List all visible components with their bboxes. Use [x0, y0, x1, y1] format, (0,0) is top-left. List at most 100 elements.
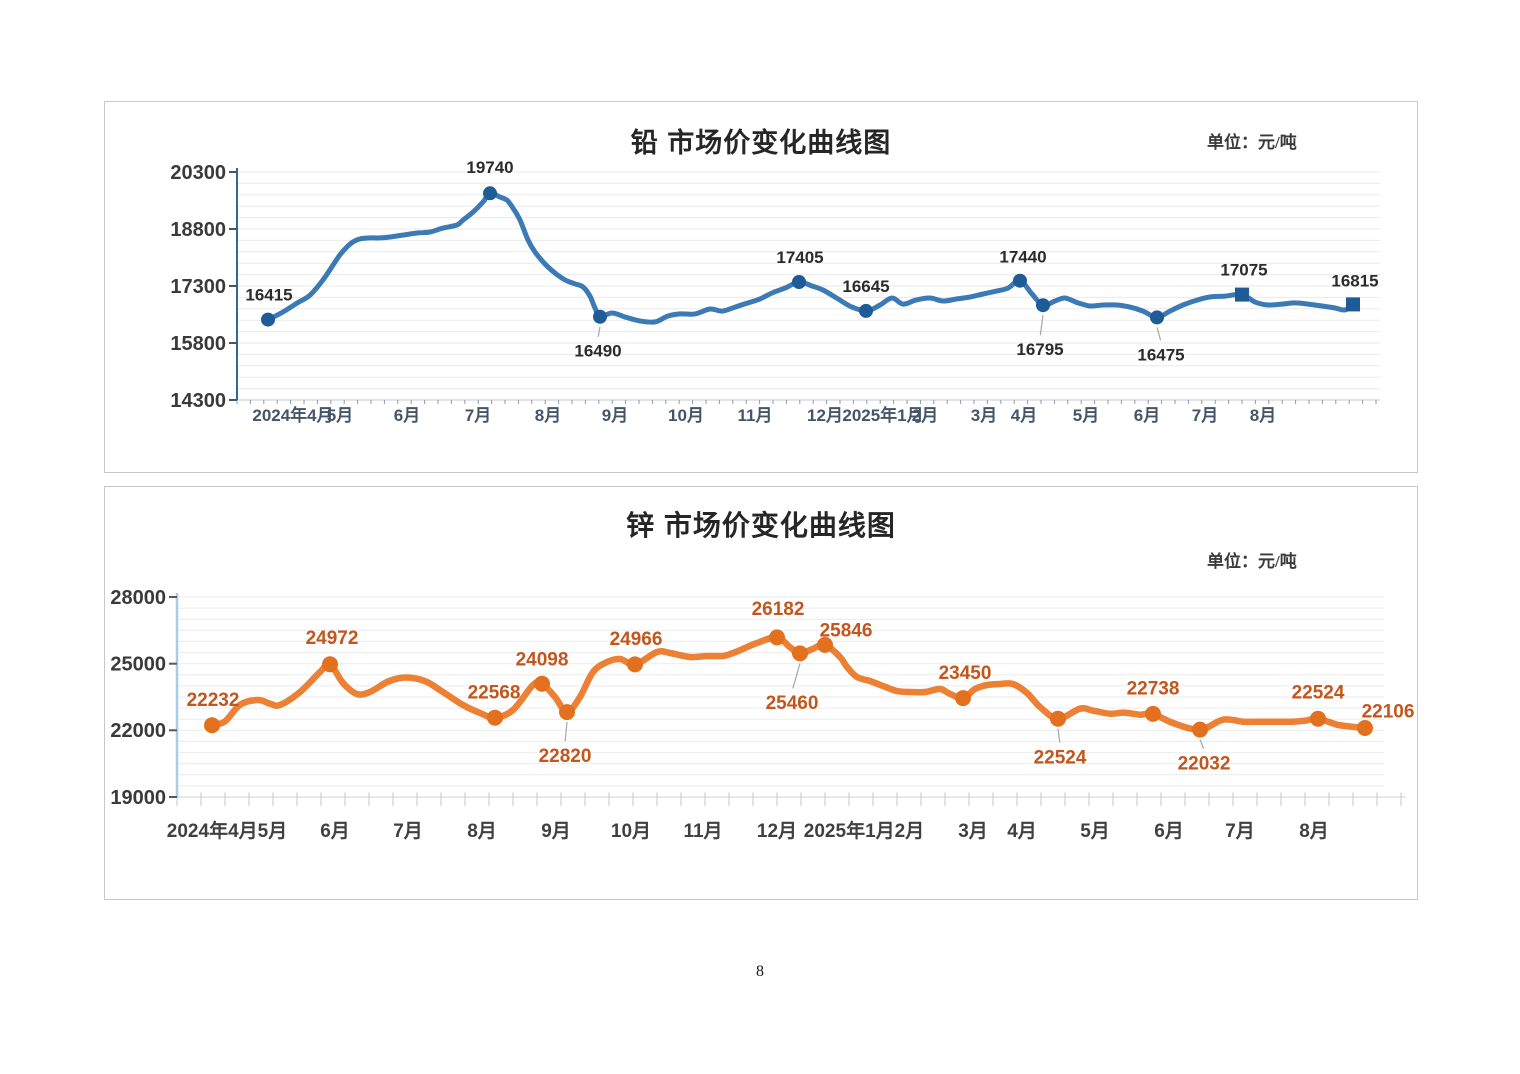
x-tick-label: 2024年4月5月: [167, 819, 287, 842]
data-point-marker: [1036, 298, 1050, 313]
x-tick-label: 2025年1月2月: [804, 819, 924, 842]
x-tick-label: 9月: [541, 821, 571, 842]
data-point-marker: [792, 645, 808, 662]
x-tick-label: 11月: [738, 406, 773, 425]
x-tick-label: 2025年1月: [842, 405, 923, 425]
x-tick-label: 8月: [1250, 406, 1276, 425]
data-point-label: 23450: [939, 663, 992, 684]
lead-chart-panel: 20300 18800 17300 15800 14300 2024年4月 5月 6月 7月 8月…: [104, 101, 1418, 473]
data-point-marker: [1192, 721, 1208, 738]
x-tick-label: 6月: [1154, 821, 1184, 842]
label-leader-line: [1156, 327, 1162, 341]
x-tick-label: 7月: [465, 406, 491, 425]
data-point-label: 22738: [1127, 679, 1180, 700]
x-tick-label: 8月: [535, 406, 561, 425]
x-tick-label: 12月: [757, 821, 797, 842]
data-point-marker: [559, 704, 575, 721]
x-tick-label: 4月: [1011, 406, 1037, 425]
y-tick-label: 20300: [170, 162, 226, 184]
x-tick-label: 5月: [1080, 821, 1110, 842]
data-point-marker: [792, 275, 806, 289]
x-tick-label: 6月: [394, 406, 420, 425]
data-point-marker: [1357, 720, 1373, 736]
data-point-marker: [1346, 297, 1360, 312]
data-point-label: 19740: [466, 158, 513, 177]
data-point-label: 26182: [752, 599, 805, 620]
data-point-label: 25460: [766, 693, 819, 714]
data-point-label: 17440: [999, 248, 1046, 267]
data-point-marker: [955, 690, 971, 707]
x-tick-label: 9月: [602, 406, 628, 425]
data-point-label: 22524: [1292, 682, 1345, 703]
data-point-marker: [204, 717, 220, 734]
y-tick-label: 17300: [170, 276, 226, 298]
x-tick-label: 3月: [971, 406, 997, 425]
x-tick-label: 11月: [683, 821, 722, 842]
y-tick-label: 15800: [170, 333, 226, 355]
data-point-label: 22568: [468, 682, 521, 703]
data-point-marker: [261, 312, 275, 327]
x-tick-label: 10月: [668, 406, 704, 425]
x-tick-label: 7月: [393, 821, 423, 842]
data-point-label: 16795: [1016, 340, 1063, 359]
y-tick-label: 18800: [170, 219, 226, 241]
y-tick-label: 25000: [110, 654, 166, 676]
data-point-label: 24098: [516, 649, 569, 670]
data-point-marker: [817, 636, 833, 653]
series-line: [208, 634, 1369, 733]
x-tick-label: 3月: [958, 821, 988, 842]
y-tick-label: 19000: [110, 787, 166, 809]
data-point-marker: [487, 709, 503, 726]
data-point-marker: [534, 675, 550, 692]
data-point-label: 22232: [187, 690, 240, 711]
label-leader-line: [564, 722, 568, 742]
label-leader-line: [1057, 728, 1061, 743]
data-point-marker: [483, 186, 497, 201]
x-tick-label: 7月: [1225, 821, 1255, 842]
data-point-marker: [859, 303, 873, 318]
data-point-label: 16490: [574, 342, 621, 361]
data-point-label: 16645: [842, 277, 889, 296]
zinc-chart-panel: 28000 25000 22000 19000 2024年4月5月 6月 7月 8月 9月 10月…: [104, 486, 1418, 900]
data-point-label: 22524: [1034, 747, 1087, 768]
label-leader-line: [792, 663, 801, 689]
lead-unit-label: 单位：元/吨: [1207, 133, 1297, 152]
data-point-marker: [1013, 273, 1027, 288]
series-line: [265, 190, 1356, 325]
x-tick-label: 6月: [1134, 406, 1160, 425]
label-leader-line: [1199, 739, 1205, 749]
data-point-marker: [627, 656, 643, 673]
x-tick-label: 5月: [327, 406, 353, 425]
data-point-label: 24972: [306, 628, 359, 649]
data-point-marker: [1145, 705, 1161, 722]
x-tick-label: 6月: [320, 821, 350, 842]
x-tick-label: 12月: [807, 406, 843, 425]
zinc-chart-title: 锌 市场价变化曲线图: [626, 510, 896, 541]
data-point-label: 16415: [245, 286, 292, 305]
data-point-marker: [769, 629, 785, 646]
data-point-marker: [1310, 710, 1326, 727]
data-point-marker: [1050, 710, 1066, 727]
label-leader-line: [597, 326, 601, 337]
data-point-label: 17075: [1220, 261, 1267, 280]
y-tick-label: 22000: [110, 720, 166, 742]
x-tick-label: 8月: [1299, 821, 1329, 842]
data-point-label: 22032: [1178, 753, 1231, 774]
x-tick-label: 7月: [1192, 406, 1218, 425]
label-leader-line: [1039, 315, 1044, 336]
data-point-label: 16475: [1137, 345, 1184, 364]
x-tick-label: 4月: [1007, 821, 1037, 842]
x-tick-label: 10月: [611, 821, 651, 842]
data-point-label: 17405: [776, 248, 823, 267]
x-tick-label: 2月: [912, 406, 938, 425]
data-point-marker: [322, 656, 338, 673]
x-tick-label: 5月: [1073, 406, 1099, 425]
data-point-label: 22820: [539, 746, 592, 767]
y-tick-label: 28000: [110, 587, 166, 609]
zinc-unit-label: 单位：元/吨: [1207, 552, 1297, 571]
data-point-label: 22106: [1362, 702, 1415, 723]
data-point-marker: [1235, 287, 1249, 302]
data-point-label: 24966: [610, 629, 663, 650]
